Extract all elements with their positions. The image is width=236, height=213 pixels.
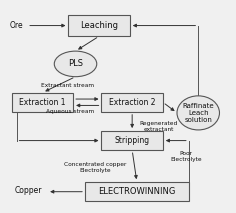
- Text: Copper: Copper: [14, 186, 42, 195]
- FancyBboxPatch shape: [68, 15, 130, 36]
- FancyBboxPatch shape: [101, 131, 163, 150]
- Text: Extraction 1: Extraction 1: [19, 98, 66, 107]
- Text: Raffinate
Leach
solution: Raffinate Leach solution: [182, 103, 214, 123]
- Text: Regenerated
extractant: Regenerated extractant: [139, 121, 177, 132]
- Ellipse shape: [177, 96, 219, 130]
- FancyBboxPatch shape: [101, 93, 163, 112]
- Text: ELECTROWINNING: ELECTROWINNING: [98, 187, 176, 196]
- Text: Leaching: Leaching: [80, 21, 118, 30]
- Text: Extraction 2: Extraction 2: [109, 98, 156, 107]
- FancyBboxPatch shape: [12, 93, 73, 112]
- Text: Stripping: Stripping: [115, 136, 150, 145]
- FancyBboxPatch shape: [85, 182, 189, 201]
- Text: Aqueous stream: Aqueous stream: [46, 109, 94, 114]
- Ellipse shape: [54, 51, 97, 77]
- Text: Concentrated copper
Electrolyte: Concentrated copper Electrolyte: [64, 162, 126, 173]
- Text: Ore: Ore: [9, 21, 23, 30]
- Text: PLS: PLS: [68, 59, 83, 68]
- Text: Poor
Electrolyte: Poor Electrolyte: [170, 151, 202, 162]
- Text: Extractant stream: Extractant stream: [41, 83, 94, 88]
